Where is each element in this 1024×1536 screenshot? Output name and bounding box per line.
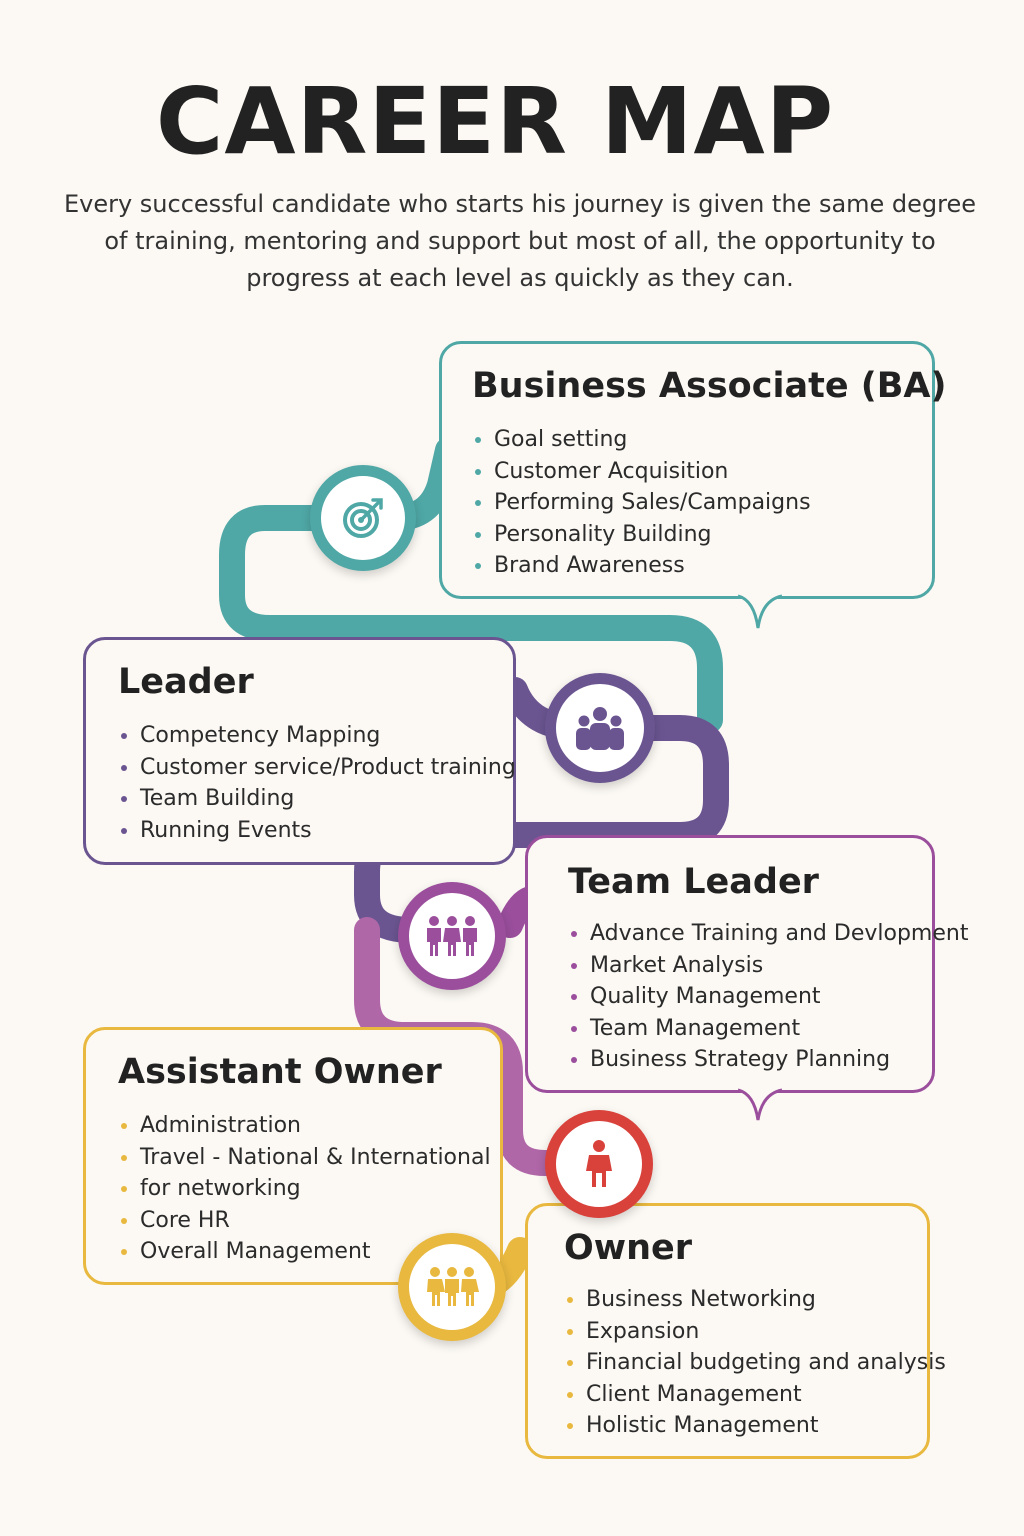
stage-list: Competency Mapping Customer service/Prod…	[118, 720, 516, 847]
stage-title: Leader	[118, 662, 254, 702]
list-item: Business Networking	[564, 1284, 927, 1316]
intro-text: Every successful candidate who starts hi…	[60, 186, 980, 297]
list-item: Team Management	[568, 1013, 932, 1045]
list-item: Holistic Management	[564, 1410, 927, 1442]
list-item: Expansion	[564, 1316, 927, 1348]
stage-node-assistant-owner	[398, 1233, 506, 1341]
stage-box-assistant-owner: Assistant Owner Administration Travel - …	[83, 1027, 503, 1285]
stage-box-leader: Leader Competency Mapping Customer servi…	[83, 637, 516, 865]
list-item: Quality Management	[568, 981, 932, 1013]
page-title: CAREER MAP	[155, 68, 835, 175]
stage-list: Goal setting Customer Acquisition Perfor…	[472, 424, 932, 582]
team-icon	[427, 916, 477, 956]
list-item: Team Building	[118, 783, 513, 815]
family-icon	[427, 1267, 479, 1306]
stage-box-owner: Owner Business Networking Expansion Fina…	[525, 1203, 946, 1459]
list-item: Personality Building	[472, 519, 932, 551]
group-icon	[576, 707, 624, 750]
stage-box-business-associate: Business Associate (BA) Goal setting Cus…	[439, 341, 947, 599]
stage-node-leader	[545, 673, 655, 783]
list-item: Financial budgeting and analysis	[564, 1347, 946, 1379]
stage-box-team-leader: Team Leader Advance Training and Devlopm…	[525, 835, 968, 1093]
stage-list: Advance Training and Devlopment Market A…	[568, 918, 968, 1076]
speech-tail-ba	[738, 594, 782, 629]
stage-title: Assistant Owner	[118, 1052, 442, 1092]
list-item: Client Management	[564, 1379, 927, 1411]
list-item: for networking	[118, 1173, 500, 1205]
intro-line: progress at each level as quickly as the…	[246, 264, 794, 292]
list-item: Goal setting	[472, 424, 932, 456]
list-item: Overall Management	[118, 1236, 500, 1268]
list-item: Administration	[118, 1110, 500, 1142]
intro-line: Every successful candidate who starts hi…	[63, 190, 977, 218]
stage-title: Business Associate (BA)	[472, 366, 947, 406]
list-item: Market Analysis	[568, 950, 932, 982]
stage-node-ba	[310, 465, 416, 571]
speech-tail-team-leader	[738, 1088, 782, 1121]
list-item: Travel - National & International	[118, 1142, 500, 1174]
list-item: Business Strategy Planning	[568, 1044, 932, 1076]
intro-line: of training, mentoring and support but m…	[104, 227, 936, 255]
list-item: Brand Awareness	[472, 550, 932, 582]
stage-list: Administration Travel - National & Inter…	[118, 1110, 500, 1268]
stage-title: Team Leader	[568, 862, 819, 902]
list-item: Performing Sales/Campaigns	[472, 487, 932, 519]
person-icon	[586, 1140, 612, 1187]
target-icon	[343, 498, 383, 538]
list-item: Running Events	[118, 815, 513, 847]
list-item: Customer service/Product training	[118, 752, 516, 784]
stage-node-owner	[545, 1110, 653, 1218]
list-item: Competency Mapping	[118, 720, 513, 752]
list-item: Customer Acquisition	[472, 456, 932, 488]
list-item: Core HR	[118, 1205, 500, 1237]
stage-node-team-leader	[398, 882, 506, 990]
list-item: Advance Training and Devlopment	[568, 918, 968, 950]
stage-list: Business Networking Expansion Financial …	[564, 1284, 946, 1442]
stage-title: Owner	[564, 1228, 693, 1268]
